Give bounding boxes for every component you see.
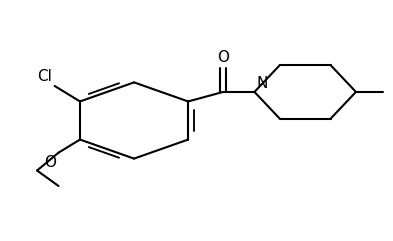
- Text: Cl: Cl: [37, 69, 51, 84]
- Text: N: N: [256, 76, 268, 91]
- Text: O: O: [217, 50, 229, 65]
- Text: O: O: [44, 154, 57, 170]
